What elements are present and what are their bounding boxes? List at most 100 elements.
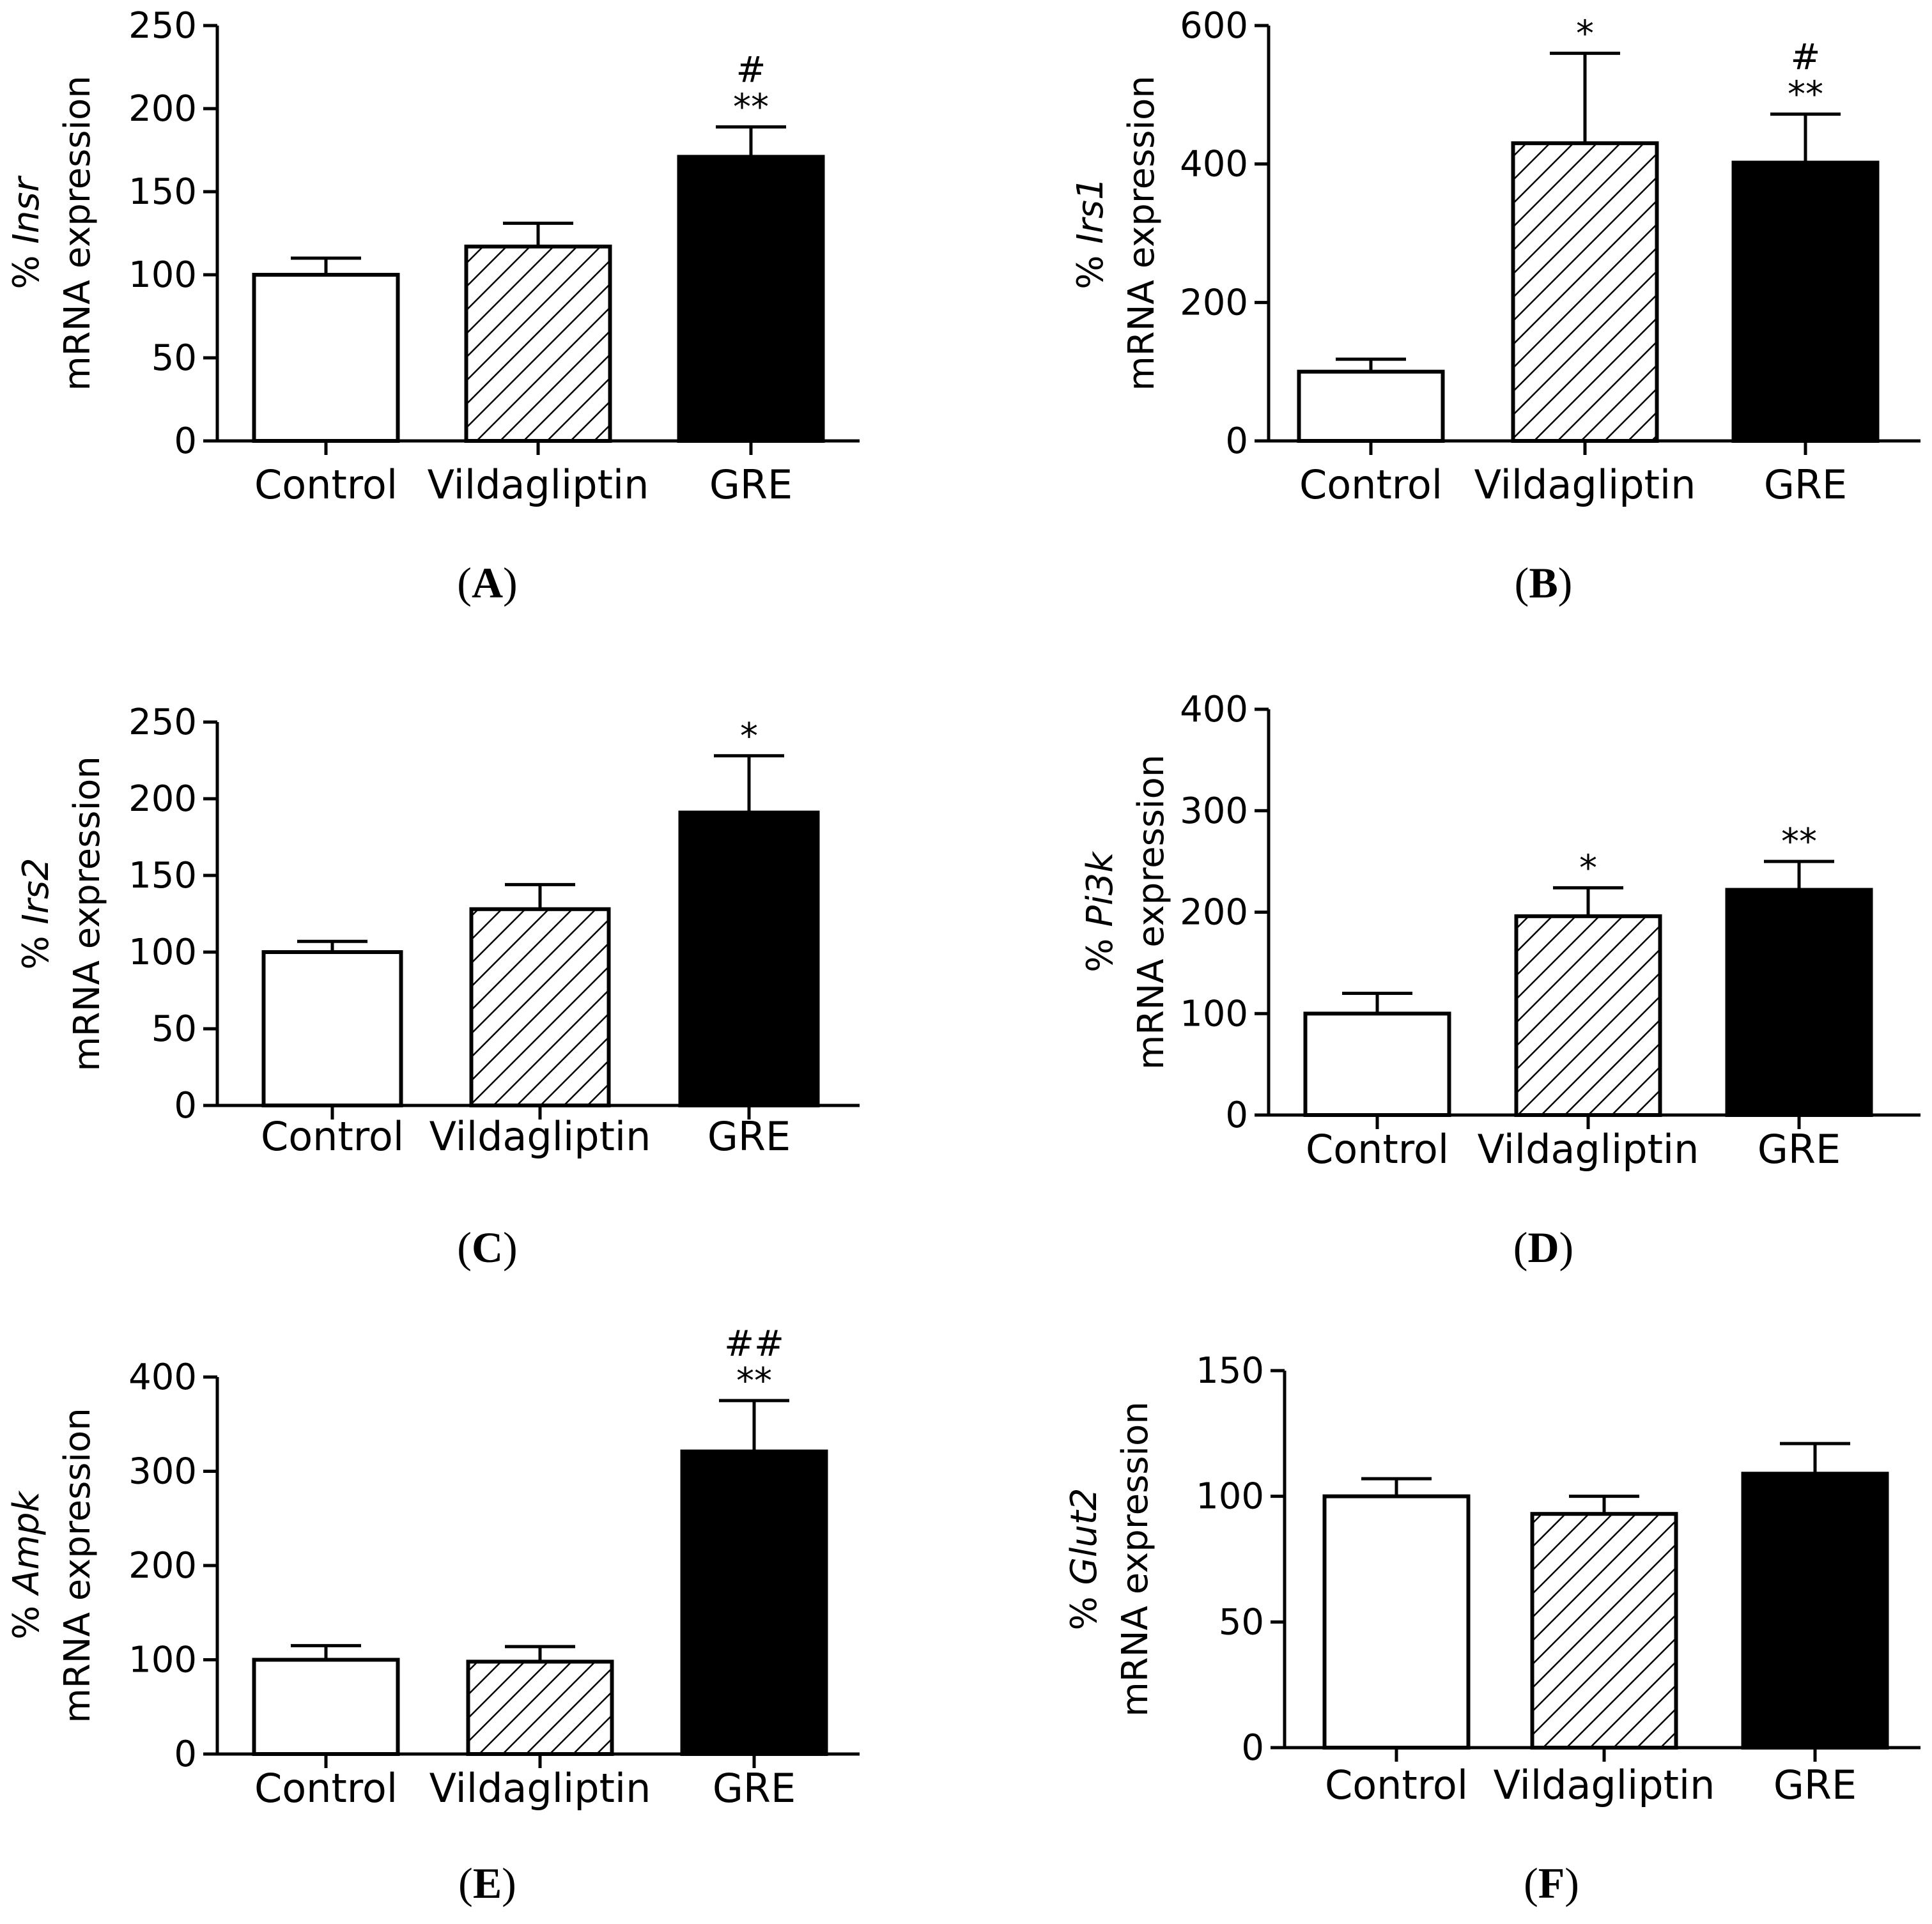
y-tick-label: 100 [128,1640,197,1681]
category-label: Vildagliptin [1478,1126,1699,1173]
y-axis-label-line2: mRNA expression [66,756,108,1072]
y-tick-label: 400 [1180,689,1248,730]
bar-vildagliptin [469,907,611,1108]
y-tick-label: 200 [1180,282,1248,323]
y-axis-label: % Insr [6,175,47,289]
y-tick-label: 0 [174,1085,197,1127]
significance-marker: * [1576,13,1594,54]
y-tick-label: 100 [128,254,197,296]
y-axis-label-prefix: % [6,244,47,289]
y-tick-label: 100 [1180,993,1248,1035]
bar-gre [1741,1472,1889,1750]
bar-control [252,273,400,443]
y-tick-label: 0 [1241,1727,1264,1769]
y-tick-label: 400 [1180,144,1248,185]
y-axis-label-prefix: % [15,925,57,970]
bar-vildagliptin [1530,1512,1678,1750]
significance-marker: ** [1781,821,1817,863]
y-tick-label: 100 [128,932,197,973]
y-tick-label: 0 [174,1734,197,1775]
y-axis-label: % Glut2 [1063,1488,1105,1630]
bar-control [1303,1012,1451,1117]
y-tick-label: 300 [128,1451,197,1493]
y-tick-label: 600 [1180,5,1248,47]
y-tick-label: 250 [128,5,197,47]
category-label: GRE [1764,461,1847,508]
significance-marker-hash: # [1791,37,1821,79]
panel-label: (B) [1515,558,1573,607]
category-label: Control [1306,1126,1449,1173]
y-axis-label-line2: mRNA expression [1131,755,1172,1070]
bar-vildagliptin [466,1659,614,1756]
bar-vildagliptin [1514,914,1662,1117]
panel-label: (E) [458,1859,516,1907]
panel-c: 0 50 100 150 200 250 Control Vildagliptin GRE * % … [15,702,860,1272]
y-axis-label: % Irs1 [1070,177,1111,289]
y-axis-label-line2: mRNA expression [1115,1401,1156,1717]
y-tick-label: 200 [128,778,197,820]
y-axis-label-gene: Glut2 [1063,1488,1105,1585]
significance-marker-hash: # [736,50,766,91]
y-tick-label: 150 [1196,1350,1264,1392]
category-label: GRE [707,1113,791,1160]
y-axis-label-gene: Insr [6,175,47,243]
category-label: Control [261,1113,404,1160]
y-axis-label: % Irs2 [15,858,57,969]
y-tick-label: 400 [128,1357,197,1398]
y-tick-label: 150 [128,171,197,213]
category-label: Vildagliptin [1474,461,1696,508]
category-label: Vildagliptin [1494,1762,1715,1808]
y-axis-label-line2: mRNA expression [57,75,98,391]
y-axis-label-gene: Ampk [6,1490,47,1596]
category-label: GRE [1774,1762,1857,1808]
bar-vildagliptin [464,244,612,443]
bar-gre [1725,888,1873,1117]
y-axis-label-gene: Pi3k [1079,850,1121,927]
significance-marker: ** [1788,74,1823,116]
panel-e: 0 100 200 300 400 Control Vildagliptin GRE **##%… [6,1323,860,1907]
significance-marker: * [740,716,758,757]
category-label: Control [1325,1762,1468,1808]
y-tick-label: 300 [1180,790,1248,832]
category-label: GRE [709,461,792,508]
panel-label: (A) [457,558,517,607]
y-axis-label-line2: mRNA expression [57,1408,98,1723]
y-axis-label-prefix: % [1079,927,1121,973]
significance-marker: ** [736,1360,772,1402]
bar-vildagliptin [1511,141,1659,443]
significance-marker-hash: ## [724,1323,784,1365]
bar-control [1297,369,1445,443]
category-label: Control [254,1765,398,1812]
panel-label: (C) [457,1223,517,1272]
y-tick-label: 0 [174,420,197,462]
y-axis-label-gene: Irs1 [1070,177,1111,243]
bar-gre [677,155,825,443]
y-tick-label: 50 [151,337,197,379]
y-axis-label: % Ampk [6,1490,47,1640]
significance-marker: * [1579,847,1597,889]
category-label: Vildagliptin [429,1113,651,1160]
bar-control [261,950,403,1107]
y-tick-label: 150 [128,855,197,897]
category-label: GRE [713,1765,796,1812]
y-tick-label: 200 [128,1545,197,1587]
y-axis-label-prefix: % [1063,1585,1105,1631]
category-label: Control [254,461,398,508]
y-axis-label: % Pi3k [1079,850,1121,973]
category-label: Vildagliptin [428,461,649,508]
bar-gre [678,810,820,1107]
y-tick-label: 100 [1196,1476,1264,1518]
y-tick-label: 50 [1219,1601,1264,1643]
panel-label: (F) [1524,1859,1579,1907]
y-tick-label: 0 [1225,420,1248,462]
category-label: Control [1299,461,1442,508]
category-label: GRE [1758,1126,1841,1173]
y-axis-label-prefix: % [1070,244,1111,289]
y-tick-label: 50 [151,1008,197,1050]
panel-a: 0 50 100 150 200 250 Control Vildagliptin GRE **#… [6,5,860,607]
bar-control [252,1658,400,1756]
y-tick-label: 250 [128,702,197,743]
